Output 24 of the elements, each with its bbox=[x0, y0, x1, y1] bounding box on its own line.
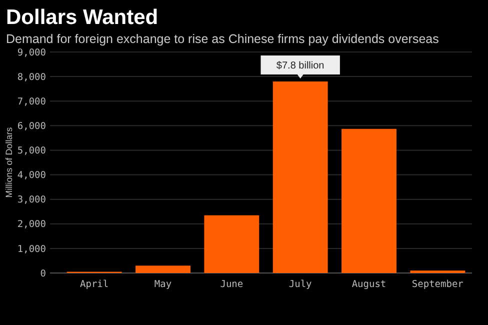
x-tick-label: August bbox=[352, 279, 386, 290]
bar bbox=[204, 215, 260, 273]
y-axis-title: Millions of Dollars bbox=[4, 126, 14, 198]
bar bbox=[342, 128, 396, 273]
x-tick-label: April bbox=[80, 279, 109, 290]
y-tick-label: 0 bbox=[40, 268, 46, 280]
y-tick-label: 9,000 bbox=[17, 47, 46, 58]
x-tick-label: July bbox=[288, 279, 312, 290]
y-tick-label: 8,000 bbox=[17, 72, 46, 83]
chart-subtitle: Demand for foreign exchange to rise as Chinese firms pay dividends overseas bbox=[6, 32, 439, 46]
annotation: $7.8 billion bbox=[276, 60, 324, 72]
x-tick-label: September bbox=[412, 279, 464, 290]
y-tick-label: 2,000 bbox=[17, 219, 46, 230]
bar bbox=[136, 266, 190, 273]
x-tick-label: June bbox=[220, 279, 244, 290]
y-tick-label: 7,000 bbox=[17, 96, 46, 108]
y-tick-label: 4,000 bbox=[17, 170, 46, 182]
chart-title: Dollars Wanted bbox=[6, 6, 158, 29]
y-tick-label: 1,000 bbox=[17, 244, 46, 255]
x-tick-label: May bbox=[154, 279, 172, 290]
y-tick-label: 6,000 bbox=[17, 120, 46, 132]
y-tick-label: 3,000 bbox=[17, 194, 46, 206]
bar bbox=[272, 81, 328, 273]
y-tick-label: 5,000 bbox=[17, 146, 46, 157]
